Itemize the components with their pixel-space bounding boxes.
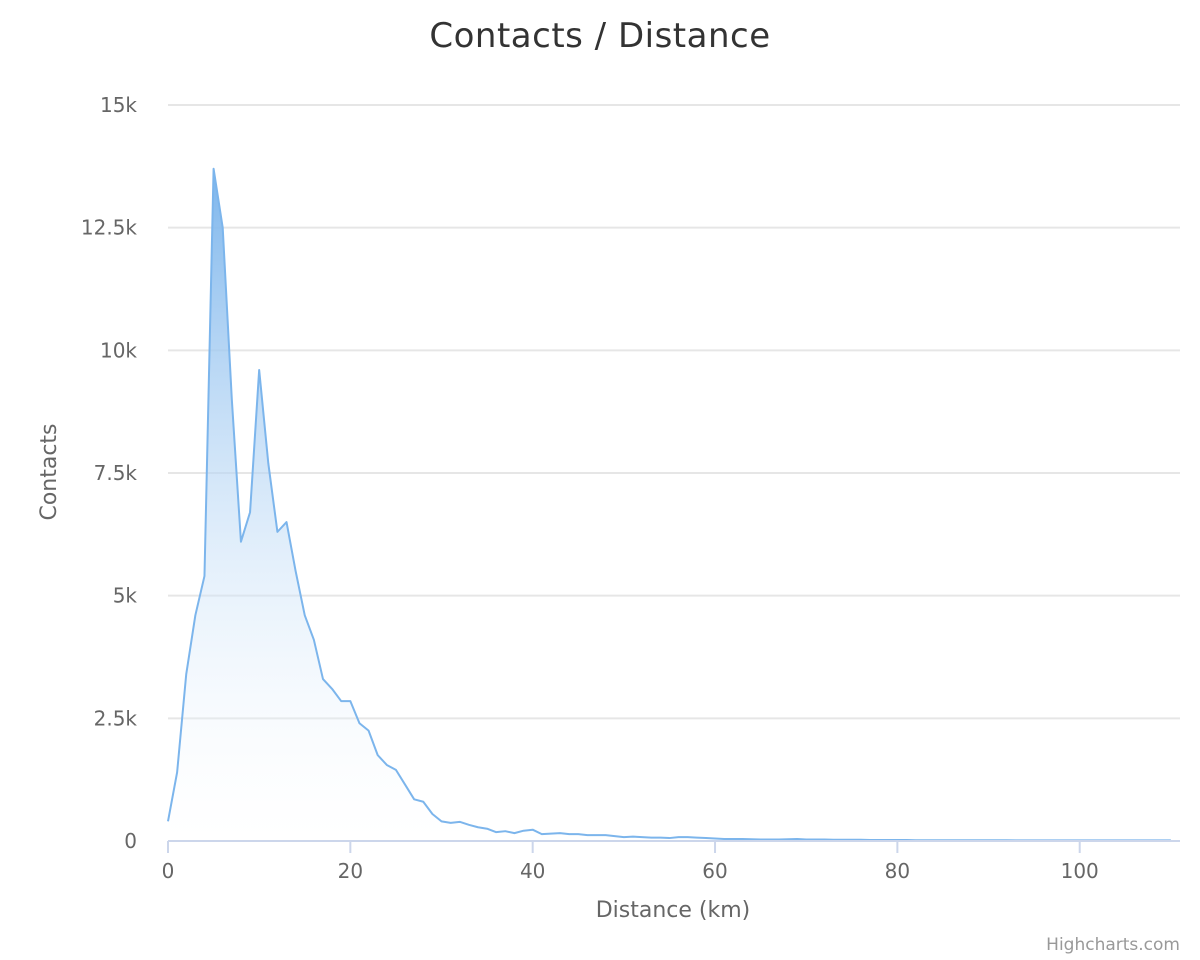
x-tick-label: 0 bbox=[162, 859, 175, 883]
y-tick-label: 15k bbox=[100, 93, 137, 117]
x-tick-label: 80 bbox=[885, 859, 910, 883]
y-tick-label: 0 bbox=[124, 829, 137, 853]
y-tick-label: 5k bbox=[113, 584, 138, 608]
y-tick-label: 12.5k bbox=[81, 216, 138, 240]
x-tick-label: 40 bbox=[520, 859, 545, 883]
y-axis-title: Contacts bbox=[37, 423, 62, 520]
x-axis-title: Distance (km) bbox=[596, 898, 751, 923]
y-tick-label: 2.5k bbox=[94, 706, 138, 730]
x-tick-label: 60 bbox=[702, 859, 727, 883]
y-tick-label: 10k bbox=[100, 338, 137, 362]
series-area-fill bbox=[168, 168, 1171, 842]
credits-link[interactable]: Highcharts.com bbox=[1046, 935, 1180, 955]
series-group bbox=[167, 167, 1171, 842]
y-gridlines bbox=[168, 104, 1180, 720]
y-axis-labels: 0 2.5k 5k 7.5k 10k 12.5k 15k bbox=[81, 93, 138, 853]
x-axis-ticks: 0 20 40 60 80 100 bbox=[162, 841, 1099, 883]
x-tick-label: 100 bbox=[1061, 859, 1099, 883]
chart-title: Contacts / Distance bbox=[429, 16, 770, 56]
y-tick-label: 7.5k bbox=[94, 461, 138, 485]
x-tick-label: 20 bbox=[338, 859, 363, 883]
